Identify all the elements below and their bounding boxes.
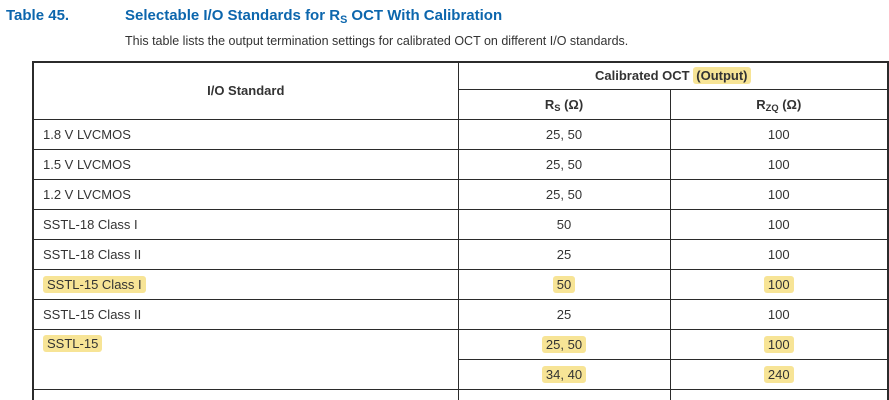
header-row-2: RS (Ω) RZQ (Ω)	[33, 88, 889, 120]
table-number-label: Table 45.	[6, 7, 70, 24]
table-row: 1.8 V LVCMOS 25, 50 100	[32, 118, 889, 150]
cell-standard: 1.2 V LVCMOS	[32, 178, 459, 210]
search-highlight: 34, 40	[541, 365, 587, 383]
rzq-unit: (Ω)	[778, 96, 802, 112]
cell-standard	[32, 388, 459, 400]
title-subscript: S	[340, 14, 348, 27]
table-row: SSTL-18 Class II 25 100	[32, 238, 889, 270]
cell-rs-value: 25, 50	[457, 148, 671, 180]
cell-rs-value: 34, 40	[457, 358, 671, 390]
header-cell-rs: RS (Ω)	[457, 88, 671, 120]
search-highlight: SSTL-15	[43, 334, 103, 352]
rs-subscript: S	[554, 103, 561, 114]
search-highlight: 100	[763, 275, 794, 293]
table-row: 1.5 V LVCMOS 25, 50 100	[32, 148, 889, 180]
header-cell-calibrated-oct: Calibrated OCT (Output)	[457, 61, 889, 90]
cell-standard: 1.8 V LVCMOS	[32, 118, 459, 150]
title-suffix: OCT With Calibration	[347, 7, 503, 24]
cell-standard: SSTL-18 Class I	[32, 208, 459, 240]
rzq-subscript: ZQ	[765, 103, 779, 114]
rzq-symbol: R	[756, 96, 766, 112]
io-standards-table: I/O Standard Calibrated OCT (Output) RS …	[32, 61, 889, 400]
cell-standard: SSTL-15 Class II	[32, 298, 459, 330]
cell-rs-value: 25, 50	[457, 178, 671, 210]
cell-rzq-value: 100	[669, 268, 889, 300]
cell-rzq-value: 100	[669, 208, 889, 240]
table-title: Table 45. Selectable I/O Standards for R…	[6, 7, 503, 27]
table-row-clipped	[32, 388, 889, 400]
title-prefix: Selectable I/O Standards for R	[125, 7, 341, 24]
cell-rs-value: 50	[457, 208, 671, 240]
oct-header-highlighted: (Output)	[693, 67, 751, 85]
table-caption: This table lists the output termination …	[125, 34, 629, 48]
search-highlight: SSTL-15 Class I	[43, 275, 146, 293]
cell-rzq-value: 100	[669, 238, 889, 270]
table-title-text: Selectable I/O Standards for RS OCT With…	[125, 7, 503, 27]
cell-rzq-value: 100	[669, 328, 889, 360]
cell-rs-value: 25, 50	[457, 118, 671, 150]
cell-rs-value	[457, 388, 671, 400]
cell-rzq-value: 100	[669, 298, 889, 330]
header-cell-io-standard: I/O Standard	[32, 61, 459, 120]
table-row: SSTL-15 Class II 25 100	[32, 298, 889, 330]
cell-standard: 1.5 V LVCMOS	[32, 148, 459, 180]
cell-rs-value: 25, 50	[457, 328, 671, 360]
table-row-highlighted: SSTL-15 Class I 50 100	[32, 268, 889, 300]
table-row: 1.2 V LVCMOS 25, 50 100	[32, 178, 889, 210]
table-row: SSTL-18 Class I 50 100	[32, 208, 889, 240]
cell-rzq-value: 100	[669, 118, 889, 150]
cell-rs-value: 25	[457, 298, 671, 330]
cell-standard: SSTL-18 Class II	[32, 238, 459, 270]
cell-rzq-value: 240	[669, 358, 889, 390]
search-highlight: 50	[552, 275, 576, 293]
cell-rs-value: 25	[457, 238, 671, 270]
cell-standard: SSTL-15	[32, 328, 459, 390]
header-row-1: I/O Standard Calibrated OCT (Output)	[32, 61, 889, 120]
search-highlight: 25, 50	[541, 335, 587, 353]
cell-rzq-value	[669, 388, 889, 400]
cell-rzq-value: 100	[669, 178, 889, 210]
header-cell-rzq: RZQ (Ω)	[669, 88, 889, 120]
cell-rs-value: 50	[457, 268, 671, 300]
search-highlight: 100	[763, 335, 794, 353]
rs-symbol: R	[544, 96, 555, 112]
cell-standard: SSTL-15 Class I	[32, 268, 459, 300]
cell-rzq-value: 100	[669, 148, 889, 180]
oct-header-text: Calibrated OCT	[595, 68, 694, 84]
table-row-highlighted: SSTL-15 25, 50 100	[32, 328, 889, 390]
search-highlight: 240	[763, 365, 794, 383]
rs-unit: (Ω)	[560, 96, 584, 112]
